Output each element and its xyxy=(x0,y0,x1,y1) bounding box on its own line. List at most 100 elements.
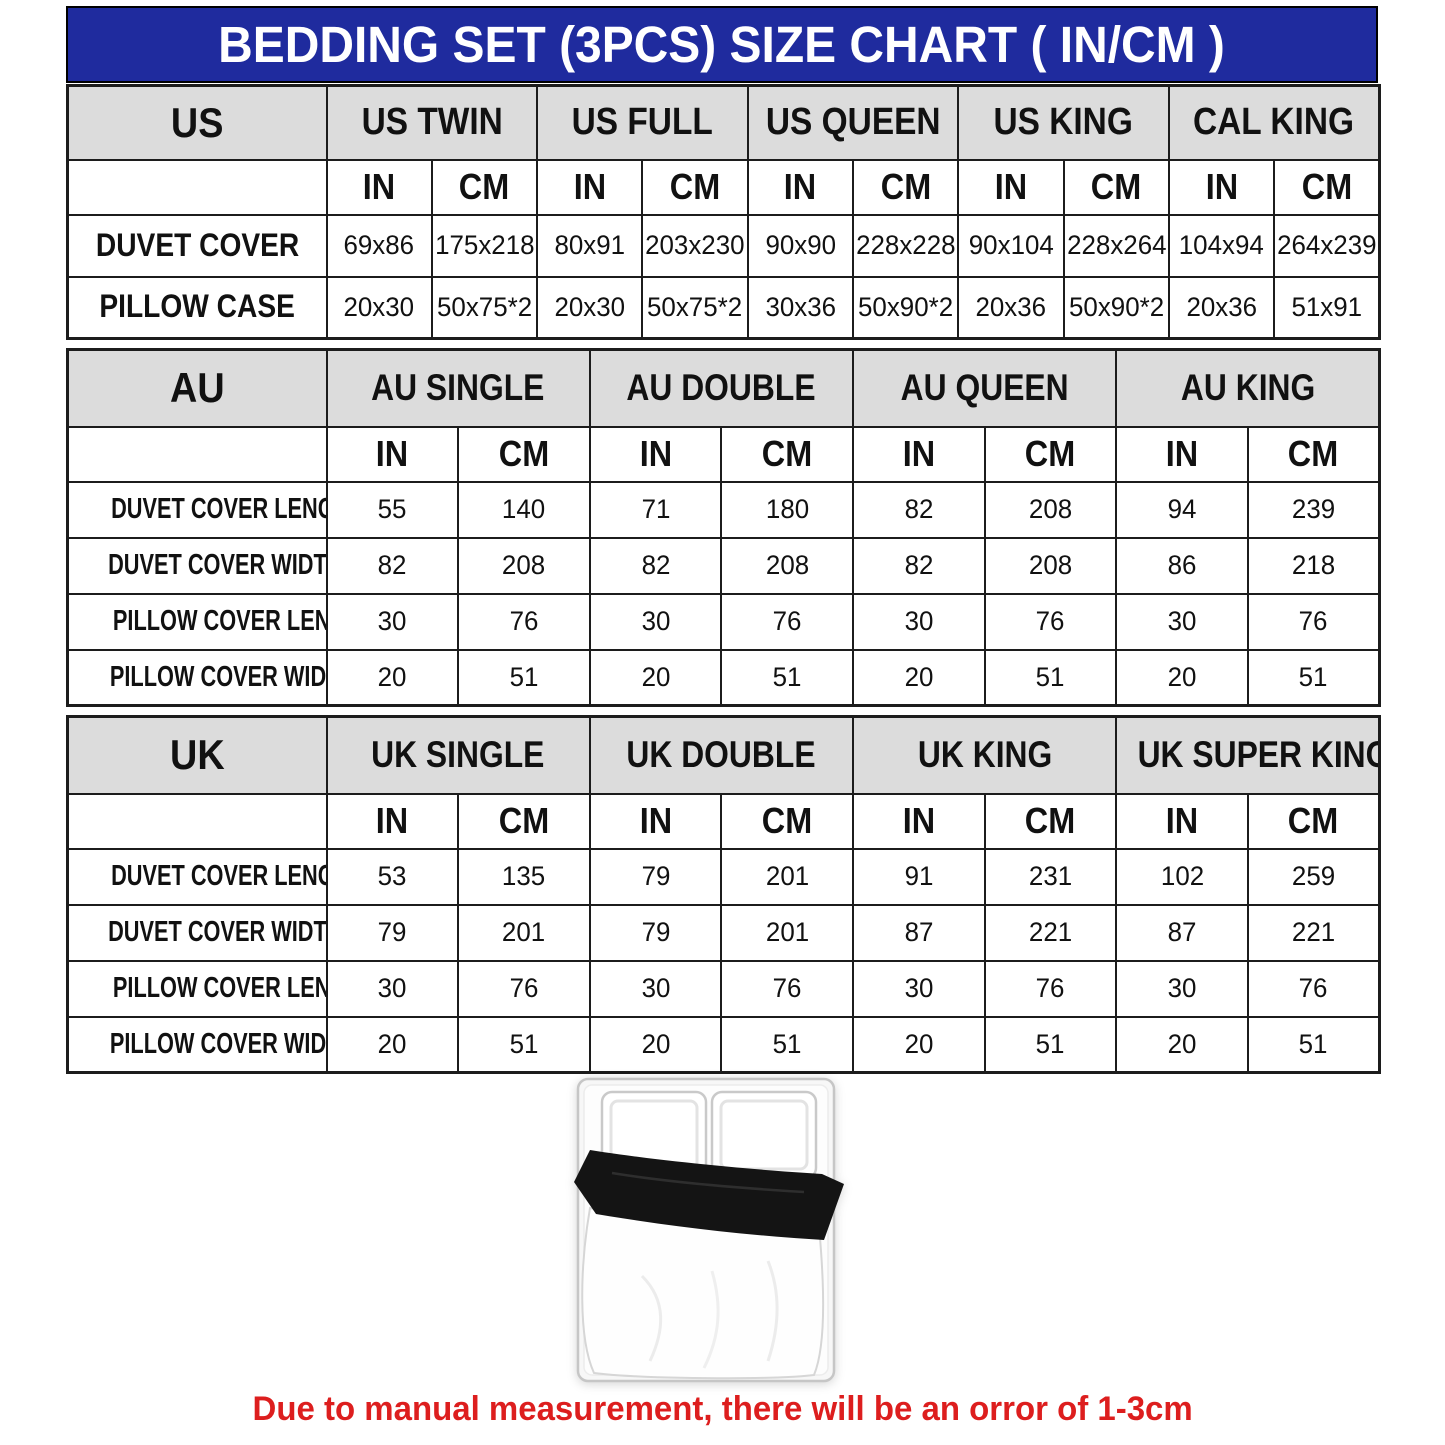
table-row: PILLOW COVER LENGTH3076307630763076 xyxy=(66,959,1381,1018)
size-column-header: US KING xyxy=(957,84,1170,161)
unit-header-cm: CM xyxy=(983,425,1118,483)
table-row: PILLOW COVER WIDTH2051205120512051 xyxy=(66,1015,1381,1074)
size-value-cell: 91 xyxy=(852,847,986,906)
size-column-header: AU KING xyxy=(1115,348,1381,428)
size-value-cell: 82 xyxy=(852,536,986,595)
size-value-cell: 76 xyxy=(983,592,1118,651)
size-value-cell: 87 xyxy=(852,903,986,962)
size-value-cell: 20x30 xyxy=(325,275,433,340)
unit-header-cm: CM xyxy=(1273,158,1381,216)
unit-header-in: IN xyxy=(536,158,644,216)
table-row: PILLOW COVER WIDTH2051205120512051 xyxy=(66,648,1381,707)
size-value-cell: 30 xyxy=(588,959,723,1018)
unit-header-row: IN CM IN CM IN CM IN CM xyxy=(66,792,1381,850)
unit-header-cm: CM xyxy=(457,425,591,483)
size-value-cell: 30 xyxy=(852,592,986,651)
size-value-cell: 50x75*2 xyxy=(641,275,749,340)
size-value-cell: 82 xyxy=(852,480,986,539)
size-value-cell: 69x86 xyxy=(325,213,433,278)
unit-header-in: IN xyxy=(1115,792,1249,850)
size-value-cell: 30 xyxy=(1115,592,1249,651)
size-value-cell: 76 xyxy=(457,959,591,1018)
duvet-wrinkle xyxy=(702,1270,720,1369)
size-value-cell: 102 xyxy=(1115,847,1249,906)
duvet-back-graphic xyxy=(574,1150,844,1240)
row-label: DUVET COVER xyxy=(66,213,328,278)
size-value-cell: 221 xyxy=(1246,903,1381,962)
size-value-cell: 79 xyxy=(588,903,723,962)
size-value-cell: 51 xyxy=(983,648,1118,707)
size-value-cell: 208 xyxy=(720,536,855,595)
size-value-cell: 135 xyxy=(457,847,591,906)
size-value-cell: 20 xyxy=(325,1015,460,1074)
size-value-cell: 208 xyxy=(983,536,1118,595)
row-label: DUVET COVER WIDTH xyxy=(66,903,328,962)
size-value-cell: 30x36 xyxy=(746,275,854,340)
unit-header-in: IN xyxy=(746,158,854,216)
unit-header-in: IN xyxy=(325,792,460,850)
size-column-header: CAL KING xyxy=(1167,84,1381,161)
duvet-wrinkle xyxy=(640,1274,663,1362)
region-label: AU xyxy=(66,348,328,428)
measurement-note: Due to manual measurement, there will be… xyxy=(0,1390,1445,1428)
size-value-cell: 20 xyxy=(588,648,723,707)
table-row: DUVET COVER WIDTH 82 208 82 208 82 208 86 218 xyxy=(66,536,1381,595)
blank-cell xyxy=(66,158,328,216)
size-value-cell: 87 xyxy=(1115,903,1249,962)
row-label: PILLOW COVER LENGTH xyxy=(66,592,328,651)
size-value-cell: 76 xyxy=(457,592,591,651)
size-value-cell: 55 xyxy=(325,480,460,539)
size-value-cell: 76 xyxy=(720,959,855,1018)
size-header-row: AU AU SINGLE AU DOUBLE AU QUEEN AU KING xyxy=(66,348,1381,428)
size-value-cell: 51 xyxy=(1246,648,1381,707)
size-value-cell: 82 xyxy=(325,536,460,595)
size-value-cell: 76 xyxy=(720,592,855,651)
unit-header-cm: CM xyxy=(720,425,855,483)
size-column-header: US TWIN xyxy=(325,84,539,161)
unit-header-in: IN xyxy=(588,792,723,850)
size-value-cell: 201 xyxy=(457,903,591,962)
chart-title-bar: BEDDING SET (3PCS) SIZE CHART ( IN/CM ) xyxy=(66,6,1378,83)
size-value-cell: 201 xyxy=(720,847,855,906)
size-value-cell: 20 xyxy=(325,648,460,707)
size-value-cell: 51 xyxy=(1246,1015,1381,1074)
size-value-cell: 180 xyxy=(720,480,855,539)
unit-header-in: IN xyxy=(1115,425,1249,483)
row-label: DUVET COVER LENGTH xyxy=(66,480,328,539)
size-value-cell: 76 xyxy=(1246,959,1381,1018)
table-row: DUVET COVER 69x86 175x218 80x91 203x230 90x90… xyxy=(66,213,1381,278)
measurement-note-text: Due to manual measurement, there will be… xyxy=(252,1390,1193,1428)
size-value-cell: 20x30 xyxy=(536,275,644,340)
unit-header-cm: CM xyxy=(720,792,855,850)
size-column-header: US FULL xyxy=(536,84,749,161)
size-column-header: UK SINGLE xyxy=(325,715,591,795)
row-label: PILLOW COVER WIDTH xyxy=(66,648,328,707)
size-value-cell: 71 xyxy=(588,480,723,539)
size-value-cell: 30 xyxy=(325,959,460,1018)
size-value-cell: 50x75*2 xyxy=(430,275,539,340)
unit-header-cm: CM xyxy=(457,792,591,850)
unit-header-in: IN xyxy=(325,425,460,483)
blank-cell xyxy=(66,425,328,483)
size-value-cell: 51 xyxy=(457,1015,591,1074)
bedding-set-illustration xyxy=(574,1077,844,1383)
size-value-cell: 20 xyxy=(852,648,986,707)
size-value-cell: 86 xyxy=(1115,536,1249,595)
size-value-cell: 259 xyxy=(1246,847,1381,906)
size-value-cell: 90x90 xyxy=(746,213,854,278)
size-value-cell: 51x91 xyxy=(1273,275,1381,340)
size-value-cell: 228x264 xyxy=(1062,213,1170,278)
size-value-cell: 50x90*2 xyxy=(851,275,960,340)
size-column-header: US QUEEN xyxy=(746,84,960,161)
size-value-cell: 20 xyxy=(588,1015,723,1074)
size-table-uk: UK UK SINGLE UK DOUBLE UK KING UK SUPER KING… xyxy=(66,715,1382,1074)
size-column-header: AU DOUBLE xyxy=(588,348,855,428)
table-row: DUVET COVER WIDTH 79 201 79 201 87 221 87 221 xyxy=(66,903,1381,962)
size-column-header: UK SUPER KING xyxy=(1115,715,1381,795)
size-value-cell: 51 xyxy=(720,648,855,707)
size-value-cell: 51 xyxy=(983,1015,1118,1074)
size-value-cell: 175x218 xyxy=(430,213,539,278)
size-header-row: US US TWIN US FULL US QUEEN US KING CAL KING xyxy=(66,84,1381,161)
blank-cell xyxy=(66,792,328,850)
